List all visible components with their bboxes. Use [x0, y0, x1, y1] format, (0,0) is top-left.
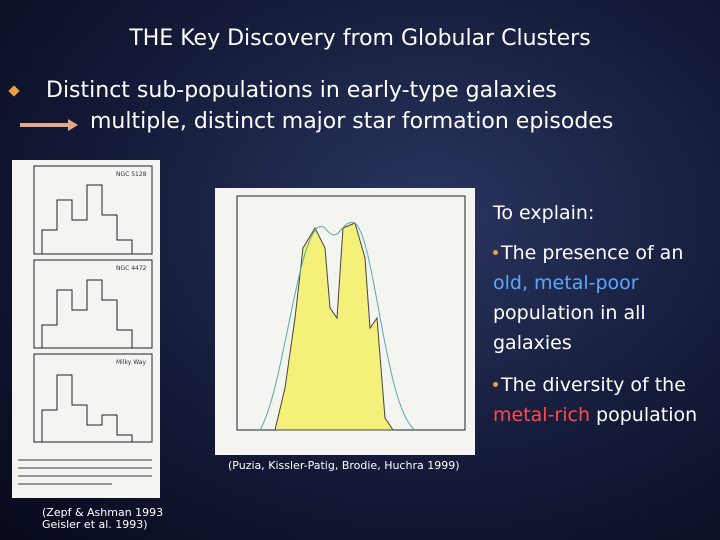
panel-label: Milky Way — [116, 359, 146, 366]
bullet-dot — [493, 250, 498, 255]
right-figure — [215, 188, 475, 455]
left-caption: Geisler et al. 1993) — [42, 518, 148, 531]
bullet-icon — [8, 85, 20, 97]
point-text: The diversity of the — [501, 374, 686, 396]
point: The presence of an old, metal-poor popul… — [493, 238, 698, 358]
left-caption: (Zepf & Ashman 1993 — [42, 506, 164, 519]
point: The diversity of the metal-rich populati… — [493, 370, 698, 430]
panel-label: NGC 4472 — [116, 265, 147, 272]
explain-heading: To explain: — [493, 202, 595, 224]
panel-label: NGC 5128 — [116, 171, 147, 178]
arrow — [20, 119, 78, 131]
slide-title: THE Key Discovery from Globular Clusters — [129, 26, 591, 51]
consequence-text: multiple, distinct major star formation … — [90, 109, 614, 134]
left-figure: NGC 5128 NGC 4472 Milky Way — [12, 160, 160, 498]
point-text: metal-rich — [493, 404, 591, 426]
right-caption: (Puzia, Kissler-Patig, Brodie, Huchra 19… — [228, 459, 460, 472]
point-text: The presence of an — [501, 242, 684, 264]
bullet-dot — [493, 382, 498, 387]
point-text: population — [590, 404, 698, 426]
point-text: old, metal-poor — [493, 272, 639, 294]
bullet-text: Distinct sub-populations in early-type g… — [46, 78, 557, 103]
point-text: population in all galaxies — [493, 302, 646, 354]
